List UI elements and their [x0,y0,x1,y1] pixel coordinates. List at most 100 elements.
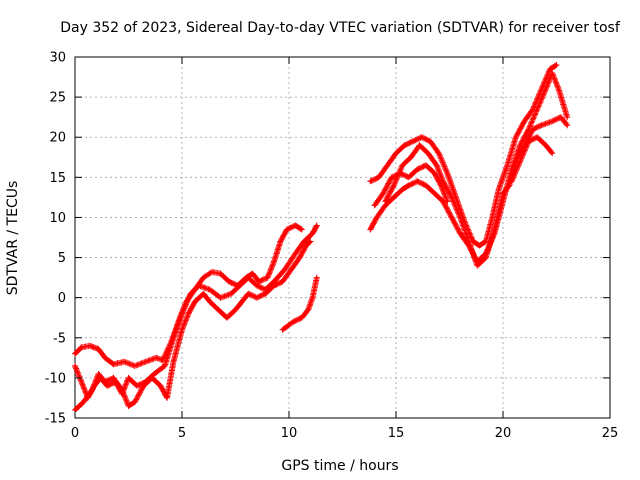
series-trace-3 [72,238,314,413]
data-point [187,312,190,315]
series-trace-markers [279,274,320,333]
x-tick-label: 25 [602,426,619,441]
axis-ticks: 0 5 10 15 20 25 -15 -10 -5 0 5 10 15 20 25 30 [45,51,619,442]
series-trace-8 [382,114,571,269]
data-point [73,364,77,368]
data-point [508,184,511,187]
data-point [300,316,304,319]
data-point [127,376,130,380]
data-point [159,384,162,388]
data-point [208,288,212,291]
data-point [152,372,156,376]
data-point [476,264,479,267]
data-point [540,87,543,91]
data-point [292,320,295,323]
x-tick-label: 20 [495,426,512,441]
data-point [501,192,505,195]
data-point [420,136,423,139]
data-point [429,140,432,143]
data-point [544,87,547,91]
data-point [435,164,438,167]
data-point [536,136,539,139]
series-trace-4 [279,274,320,333]
data-point [559,115,562,119]
data-point [516,156,520,159]
data-point [127,404,130,408]
data-point [155,356,158,360]
chart-title: Day 352 of 2023, Sidereal Day-to-day VTE… [60,20,621,36]
series-trace-1 [72,222,305,369]
data-point [97,372,100,376]
data-point [555,63,558,67]
data-point [484,240,488,243]
data-point [197,284,201,287]
data-point [392,184,396,187]
data-point [441,180,445,183]
plot-frame [74,56,611,419]
data-point [135,384,139,388]
data-point [302,240,306,243]
data-point [386,164,389,167]
data-point [384,200,387,203]
data-point [441,200,445,203]
data-point [240,300,244,303]
data-point [255,284,259,287]
data-point [247,292,250,295]
data-point [557,87,560,91]
data-point [103,380,107,384]
data-point [272,284,276,287]
data-point [193,300,197,303]
data-point [230,292,233,295]
data-point [165,396,169,400]
y-tick-label: 5 [58,251,66,266]
y-tick-label: 10 [49,211,66,226]
data-point [97,347,100,351]
data-point [210,270,214,274]
data-point [309,240,312,243]
data-point [450,196,453,199]
data-point [161,359,164,362]
data-point [454,196,458,199]
data-point [471,240,475,243]
data-point [418,144,421,147]
series-trace-6 [367,62,560,249]
data-point [566,123,569,127]
data-point [202,276,205,279]
x-tick-label: 5 [178,426,186,441]
data-point [497,188,500,191]
data-point [311,296,314,299]
series-trace-markers [367,70,571,265]
data-point [518,144,522,147]
y-tick-label: 30 [49,51,66,66]
data-point [446,172,449,175]
data-point [540,123,543,127]
data-point [112,376,115,380]
data-point [219,296,222,299]
data-point [133,364,137,368]
data-point [548,67,552,71]
series-trace-markers [72,222,320,401]
data-point [208,300,212,303]
data-point [493,228,496,231]
data-point [518,160,522,163]
data-point [180,312,184,315]
data-point [403,144,406,147]
data-point [373,204,376,207]
data-point [120,388,124,392]
data-point [424,164,428,167]
data-point [88,344,92,347]
data-point [536,107,539,111]
data-point [407,184,411,187]
data-point [73,352,77,356]
grid [75,57,610,418]
data-point [234,308,237,311]
plot-border [74,56,611,419]
data-point [247,276,250,279]
data-point [272,260,276,263]
data-point [172,360,175,364]
data-point [392,196,396,199]
data-point [527,128,530,131]
series-trace-5 [367,70,571,265]
data-point [294,224,297,227]
data-point [272,280,276,283]
